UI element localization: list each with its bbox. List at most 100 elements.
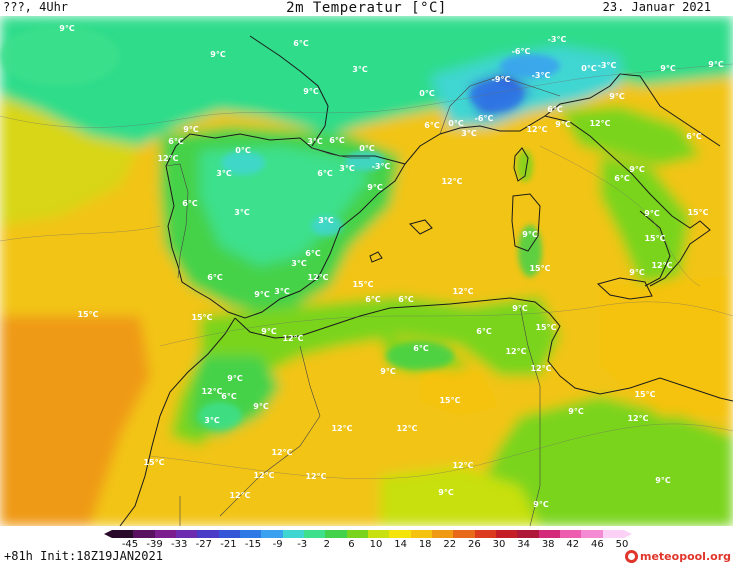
legend-color-bar: [112, 530, 624, 538]
temperature-label: -3°C: [598, 61, 617, 70]
temperature-label: 12°C: [530, 364, 551, 373]
legend-tick: 14: [394, 539, 407, 550]
temperature-label: 9°C: [629, 165, 645, 174]
legend-tick: -21: [220, 539, 237, 550]
temperature-label: 15°C: [529, 264, 550, 273]
legend-color-step: [410, 530, 432, 538]
temperature-label: 3°C: [216, 169, 232, 178]
temperature-label: 3°C: [274, 287, 290, 296]
temperature-label: 6°C: [293, 39, 309, 48]
temperature-label: -6°C: [512, 47, 531, 56]
logo-text: meteopool.org: [640, 549, 731, 563]
temperature-label: 15°C: [191, 313, 212, 322]
legend-color-step: [154, 530, 176, 538]
meteopool-logo[interactable]: meteopool.org: [625, 548, 731, 564]
legend-tick: 34: [517, 539, 530, 550]
legend-color-step: [474, 530, 496, 538]
temperature-label: 9°C: [660, 64, 676, 73]
temperature-label: 12°C: [441, 177, 462, 186]
temperature-label: 12°C: [307, 273, 328, 282]
temperature-label: 6°C: [317, 169, 333, 178]
temperature-label: 9°C: [438, 488, 454, 497]
legend-color-step: [346, 530, 368, 538]
temperature-label: 9°C: [644, 209, 660, 218]
temperature-label: 3°C: [291, 259, 307, 268]
legend-color-step: [218, 530, 240, 538]
legend-color-step: [239, 530, 262, 538]
temperature-label: 12°C: [651, 261, 672, 270]
legend-tick: 6: [348, 539, 355, 550]
temperature-label: 15°C: [535, 323, 556, 332]
temperature-label: 6°C: [168, 137, 184, 146]
temperature-label: 9°C: [303, 87, 319, 96]
temperature-label: 12°C: [253, 471, 274, 480]
isotherm-contours: [0, 63, 733, 479]
temperature-label: 12°C: [331, 424, 352, 433]
temperature-label: 6°C: [614, 174, 630, 183]
temperature-label: 9°C: [609, 92, 625, 101]
temperature-label: 15°C: [352, 280, 373, 289]
legend-tick: 38: [541, 539, 555, 550]
temperature-label: 9°C: [533, 500, 549, 509]
temperature-label: 3°C: [204, 416, 220, 425]
legend-color-step: [431, 530, 454, 538]
temperature-label: 0°C: [581, 64, 597, 73]
temperature-label: -3°C: [548, 35, 567, 44]
temperature-detail: [0, 26, 607, 430]
map-title: 2m Temperatur [°C]: [286, 0, 447, 16]
legend-tick: -27: [195, 539, 212, 550]
forecast-run-info: +81h Init:18Z19JAN2021: [4, 549, 163, 563]
temperature-label: 12°C: [229, 491, 250, 500]
temperature-label: 12°C: [282, 334, 303, 343]
legend-tick: -3: [297, 539, 308, 550]
temperature-label: 6°C: [305, 249, 321, 258]
temperature-label: 6°C: [207, 273, 223, 282]
temperature-label: 9°C: [629, 268, 645, 277]
legend-color-step: [538, 530, 560, 538]
legend-tick: -15: [244, 539, 262, 550]
coastlines: [119, 35, 733, 526]
temperature-label: 12°C: [305, 472, 326, 481]
temperature-label: 0°C: [448, 119, 464, 128]
legend-tick-labels: -45 -39 -33 -27 -21 -15 -9 -3 2 6 10 14 18 22 26 30 34 38…: [104, 539, 629, 553]
temperature-label: 9°C: [254, 290, 270, 299]
temperature-label: 0°C: [419, 89, 435, 98]
logo-icon: [625, 549, 638, 563]
temperature-label: 6°C: [182, 199, 198, 208]
legend-color-step: [367, 530, 390, 538]
legend-color-step: [303, 530, 326, 538]
temperature-label: 12°C: [452, 287, 473, 296]
legend-tick: 50: [615, 539, 629, 550]
color-scale-legend: -45 -39 -33 -27 -21 -15 -9 -3 2 6 10 14 18 22 26 30 34 38…: [104, 528, 632, 560]
temperature-label: 3°C: [461, 129, 477, 138]
temperature-label: 6°C: [329, 136, 345, 145]
temperature-label: 12°C: [505, 347, 526, 356]
temperature-label: 6°C: [413, 344, 429, 353]
legend-max-arrow: [624, 530, 632, 538]
temperature-label: 9°C: [210, 50, 226, 59]
temperature-label: 12°C: [201, 387, 222, 396]
legend-tick: 18: [418, 539, 432, 550]
temperature-label: 9°C: [227, 374, 243, 383]
valid-time-label: ???, 4Uhr: [3, 0, 69, 14]
temperature-label: 12°C: [589, 119, 610, 128]
legend-tick: 42: [566, 539, 580, 550]
temperature-label: 9°C: [253, 402, 269, 411]
temperature-label: 6°C: [365, 295, 381, 304]
temperature-label: 3°C: [318, 216, 334, 225]
legend-color-step: [389, 530, 411, 538]
temperature-label: 3°C: [339, 164, 355, 173]
temperature-label: 12°C: [526, 125, 547, 134]
legend-color-step: [559, 530, 582, 538]
legend-tick: 10: [369, 539, 383, 550]
borders: [165, 75, 561, 526]
temperature-label: 6°C: [424, 121, 440, 130]
legend-color-step: [175, 530, 198, 538]
legend-tick: -9: [272, 539, 283, 550]
legend-tick: 26: [468, 539, 481, 550]
temperature-label: 3°C: [352, 65, 368, 74]
temperature-label: 15°C: [77, 310, 98, 319]
temperature-label: 15°C: [687, 208, 708, 217]
temperature-label: 9°C: [380, 367, 396, 376]
temperature-label: 6°C: [686, 132, 702, 141]
